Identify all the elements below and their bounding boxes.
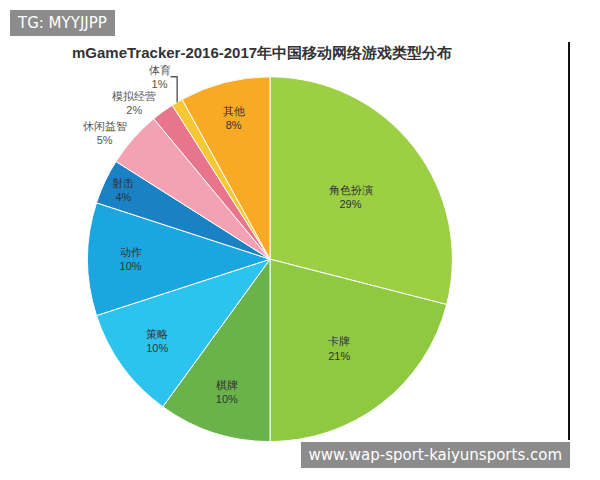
svg-text:休闲益智5%: 休闲益智5% xyxy=(83,120,127,146)
svg-text:角色扮演29%: 角色扮演29% xyxy=(329,184,373,210)
svg-text:体育1%: 体育1% xyxy=(149,64,171,90)
svg-text:策略10%: 策略10% xyxy=(146,328,168,354)
svg-text:卡牌21%: 卡牌21% xyxy=(328,335,350,361)
svg-text:模拟经营2%: 模拟经营2% xyxy=(112,90,156,116)
svg-text:棋牌10%: 棋牌10% xyxy=(216,379,238,405)
svg-text:射击4%: 射击4% xyxy=(112,177,134,203)
html-text:TG: MYYJJPP: TG: MYYJJPP xyxy=(18,14,107,32)
svg-text:动作10%: 动作10% xyxy=(120,246,142,272)
svg-text:其他8%: 其他8% xyxy=(223,105,245,131)
html-text:www.wap-sport-kaiyunsports.com: www.wap-sport-kaiyunsports.com xyxy=(308,446,562,464)
svg-text:mGameTracker-2016-2017年中国移动网络游: mGameTracker-2016-2017年中国移动网络游戏类型分布 xyxy=(72,44,452,61)
